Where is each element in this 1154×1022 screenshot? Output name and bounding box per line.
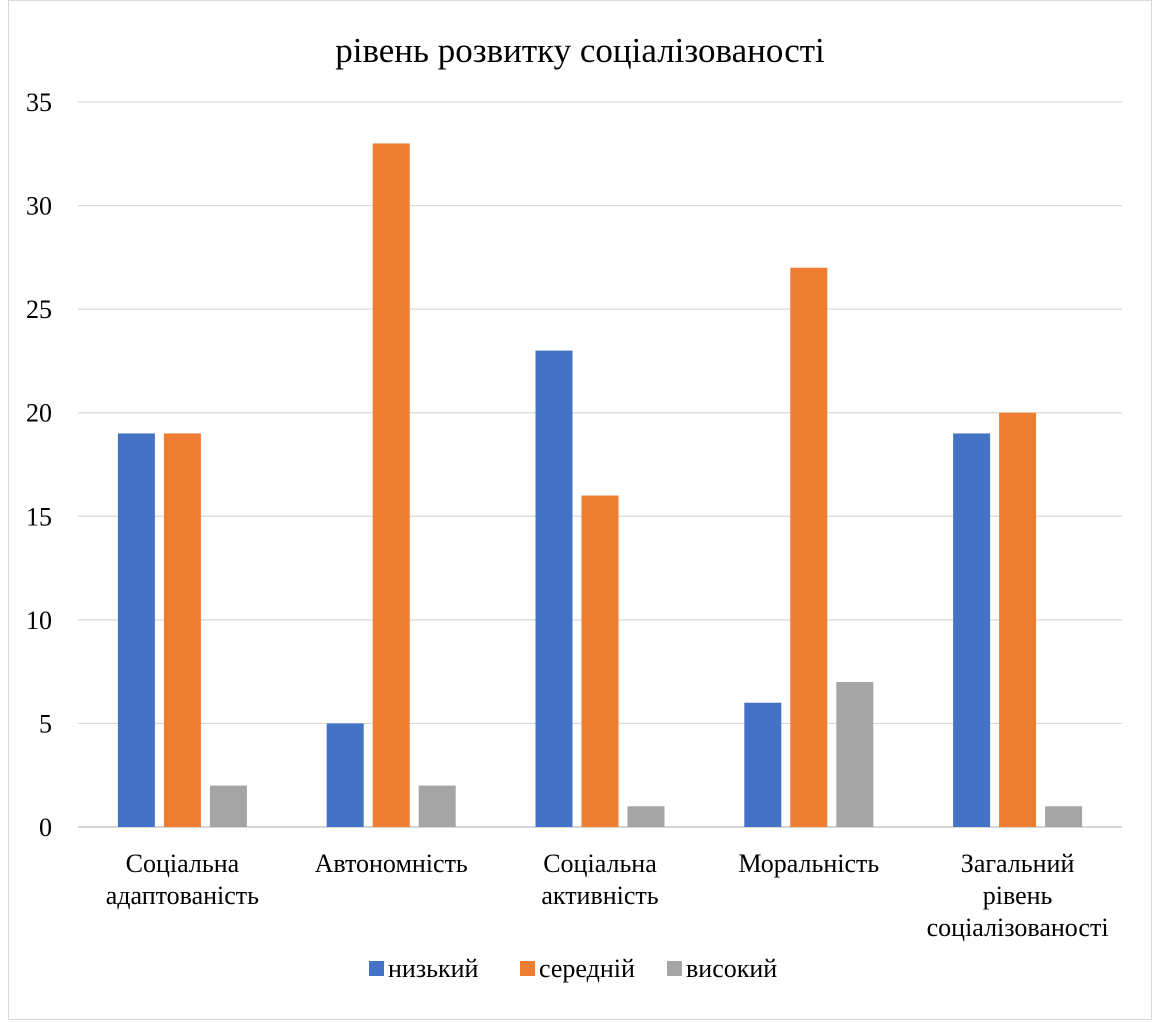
legend-item: середній <box>520 954 635 983</box>
legend-label: середній <box>539 954 635 983</box>
bar <box>418 785 456 827</box>
y-tick-label: 20 <box>26 399 52 428</box>
bars <box>117 143 1083 827</box>
x-tick-label: Соціальна <box>543 849 657 878</box>
bar <box>163 433 201 827</box>
x-tick-label: Соціальна <box>126 849 240 878</box>
y-tick-label: 15 <box>26 502 52 531</box>
x-tick-label: соціалізованості <box>927 913 1109 942</box>
x-tick-label: Моральність <box>738 849 879 878</box>
x-tick-label: адаптованість <box>106 881 259 910</box>
y-tick-label: 0 <box>39 813 52 842</box>
x-tick-label: активність <box>541 881 658 910</box>
bar <box>999 412 1037 827</box>
legend-label: високий <box>686 954 777 983</box>
legend-swatch <box>667 961 682 976</box>
legend-swatch <box>520 961 535 976</box>
bar <box>1045 806 1083 827</box>
bar <box>372 143 410 827</box>
bar <box>535 350 573 827</box>
x-axis: Соціальна адаптованість Автономність Соціал… <box>106 849 1109 942</box>
bar <box>627 806 665 827</box>
y-tick-label: 10 <box>26 606 52 635</box>
bar <box>744 702 782 827</box>
legend-swatch <box>369 961 384 976</box>
gridlines <box>78 101 1122 828</box>
bar <box>581 495 619 827</box>
bar <box>209 785 247 827</box>
bar <box>790 267 828 827</box>
y-tick-label: 35 <box>26 88 52 117</box>
x-tick-label: Загальний <box>961 849 1075 878</box>
legend-item: низький <box>369 954 479 983</box>
bar <box>836 682 874 827</box>
y-axis: 0 5 10 15 20 25 30 35 <box>26 88 52 842</box>
x-tick-label: Автономність <box>315 849 468 878</box>
legend: низький середній високий <box>369 954 777 983</box>
bar <box>953 433 991 827</box>
legend-item: високий <box>667 954 777 983</box>
y-tick-label: 5 <box>39 709 52 738</box>
bar <box>117 433 155 827</box>
legend-label: низький <box>388 954 479 983</box>
chart-title: рівень розвитку соціалізованості <box>335 31 825 70</box>
y-tick-label: 30 <box>26 192 52 221</box>
x-tick-label: рівень <box>983 881 1053 910</box>
y-tick-label: 25 <box>26 295 52 324</box>
bar <box>326 723 364 827</box>
